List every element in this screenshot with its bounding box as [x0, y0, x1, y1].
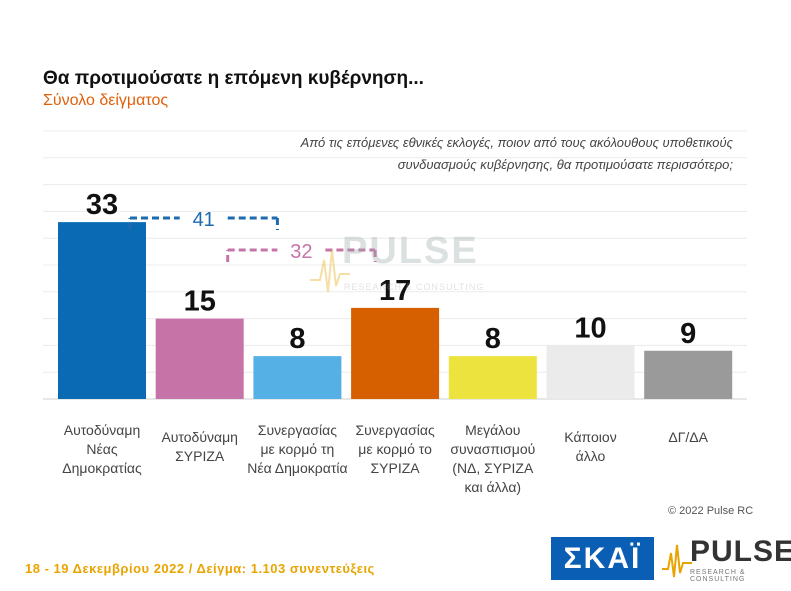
watermark-word: PULSE [342, 230, 479, 272]
survey-question-line1: Από τις επόμενες εθνικές εκλογές, ποιον … [300, 135, 733, 150]
bracket-label: 41 [193, 209, 215, 231]
bar [253, 356, 342, 399]
category-label: Συνεργασίας με κορμό τη Νέα Δημοκρατία [247, 422, 347, 476]
bar-value-label: 10 [574, 312, 606, 344]
chart-title: Θα προτιμούσατε η επόμενη κυβέρνηση... [43, 68, 424, 89]
bar-value-label: 9 [680, 318, 696, 350]
bar [155, 318, 244, 399]
pulse-watermark: PULSE RESEARCH & CONSULTING [310, 230, 500, 300]
pulse-logo-subtitle: RESEARCH & CONSULTING [690, 569, 746, 583]
survey-question: Από τις επόμενες εθνικές εκλογές, ποιον … [213, 132, 733, 176]
category-label: Συνεργασίας με κορμό το ΣΥΡΙΖΑ [355, 422, 434, 476]
bar-value-label: 8 [485, 323, 501, 355]
copyright-text: © 2022 Pulse RC [668, 505, 754, 517]
category-label: Κάποιον άλλο [564, 429, 616, 464]
bar-value-label: 8 [289, 323, 305, 355]
bar [546, 345, 635, 399]
bracket-label: 32 [290, 241, 312, 263]
bar-value-label: 33 [86, 189, 118, 221]
footer-text: 18 - 19 Δεκεμβρίου 2022 / Δείγμα: 1.103 … [25, 561, 375, 576]
category-label: Αυτοδύναμη ΣΥΡΙΖΑ [161, 429, 238, 464]
bar [58, 222, 146, 399]
combined-bracket: 41 [128, 209, 279, 231]
bar [448, 356, 537, 399]
bar [644, 350, 733, 399]
watermark-subtitle: RESEARCH & CONSULTING [344, 282, 485, 292]
chart-subtitle: Σύνολο δείγματος [43, 92, 169, 109]
category-label: Αυτοδύναμη Νέας Δημοκρατίας [62, 422, 142, 476]
bar-value-label: 17 [379, 275, 411, 307]
pulse-logo-word: PULSE [690, 535, 791, 568]
combined-bracket: 32 [226, 241, 377, 263]
skai-logo: ΣΚΑΪ [551, 537, 654, 580]
category-label: Μεγάλου συνασπισμού (ΝΔ, ΣΥΡΙΖΑ και άλλα) [450, 422, 535, 495]
survey-question-line2: συνδυασμούς κυβέρνησης, θα προτιμούσατε … [397, 157, 733, 172]
bar [351, 307, 440, 399]
bar-value-label: 15 [184, 286, 216, 318]
pulse-logo: PULSE RESEARCH & CONSULTING [662, 535, 791, 583]
category-label: ΔΓ/ΔΑ [668, 429, 708, 445]
